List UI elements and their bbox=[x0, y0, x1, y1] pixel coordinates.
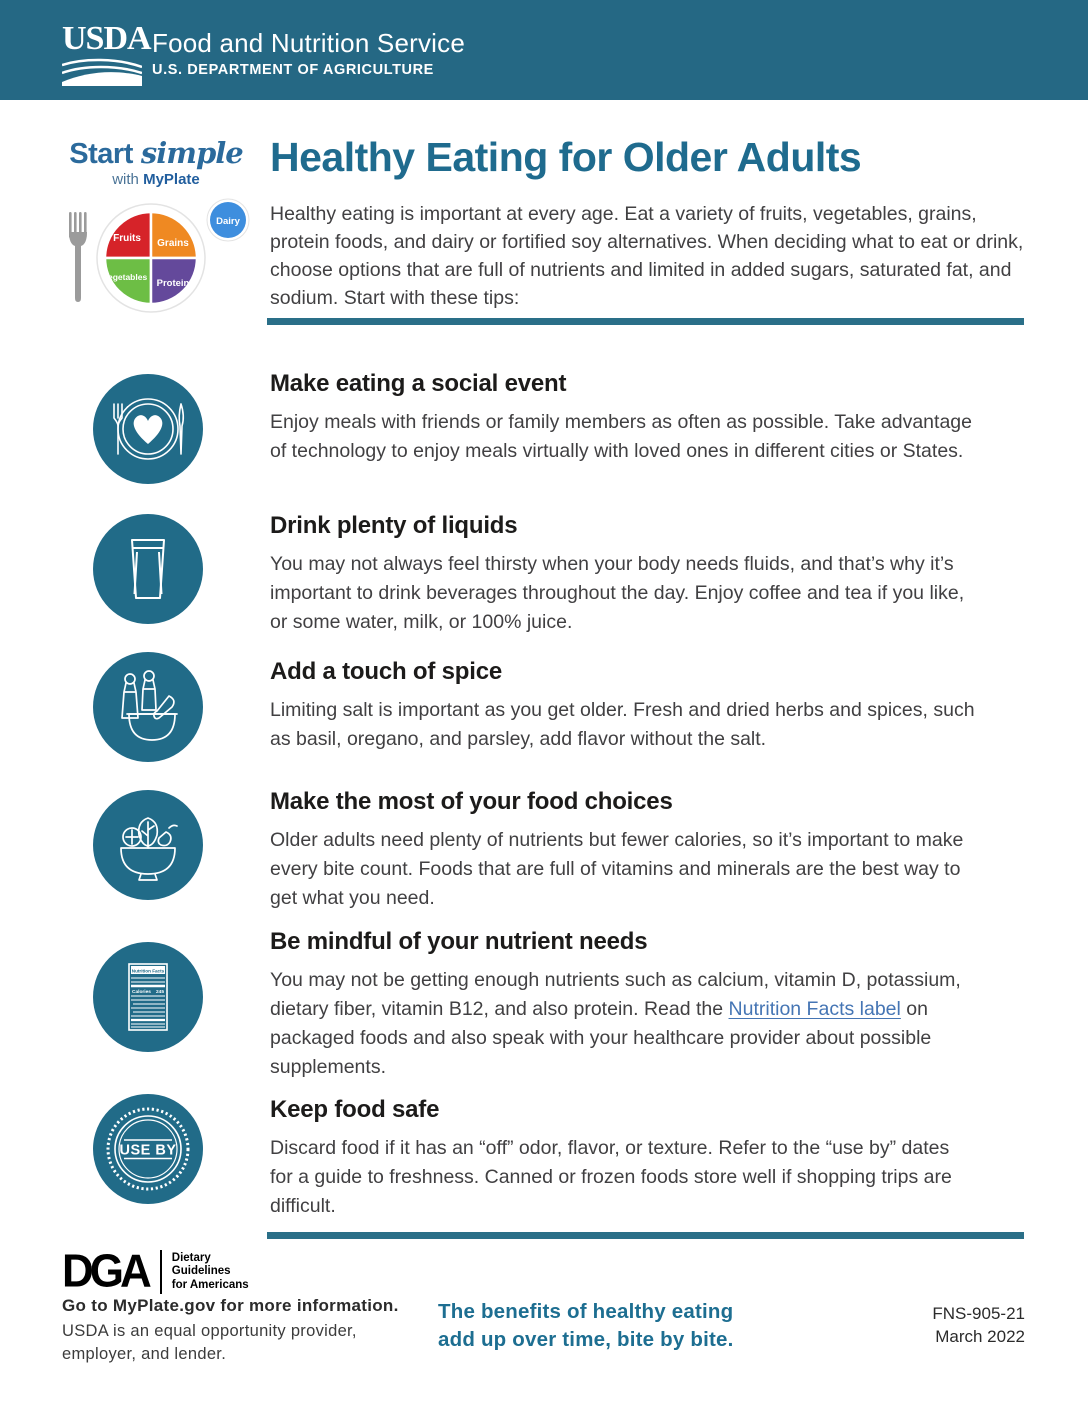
simple-text: simple bbox=[140, 136, 244, 170]
gov-info-text: .gov for more information. bbox=[179, 1296, 399, 1315]
section-body-food-choices: Older adults need plenty of nutrients bu… bbox=[270, 829, 964, 909]
plate-label-protein: Protein bbox=[157, 278, 190, 289]
dga-logo-text: DGA bbox=[62, 1245, 152, 1298]
nutrient-body-text: You may not be getting enough nutrients … bbox=[270, 969, 961, 1020]
dga-caption: Dietary Guidelines for Americans bbox=[172, 1252, 249, 1293]
usda-swoosh-icon bbox=[62, 58, 142, 86]
section-heading-spice: Add a touch of spice bbox=[270, 658, 503, 685]
usda-header-banner: USDA Food and Nutrition Service U.S. DEP… bbox=[0, 0, 1088, 100]
usda-logo: USDA bbox=[62, 20, 152, 86]
place-setting-heart-icon bbox=[93, 374, 203, 484]
section-body-social-event: Enjoy meals with friends or family membe… bbox=[270, 411, 972, 462]
herbs-and-spices-icon bbox=[93, 652, 203, 762]
icon-label-calories: Calories bbox=[132, 989, 151, 995]
dga-caption-line: Guidelines bbox=[171, 1265, 231, 1278]
intro-paragraph: Healthy eating is important at every age… bbox=[270, 203, 1024, 309]
document-number: FNS-905-21 bbox=[932, 1304, 1025, 1323]
icon-label-nutrition-facts: Nutrition Facts bbox=[132, 969, 165, 974]
bottom-divider bbox=[267, 1232, 1024, 1239]
myplate-brand-text: MyPlate bbox=[143, 171, 200, 188]
myplate-plate-icon: Fruits Grains Vegetables Protein Dairy bbox=[69, 198, 250, 313]
dga-logo: DGA Dietary Guidelines for Americans bbox=[62, 1245, 249, 1298]
section-body-liquids: You may not always feel thirsty when you… bbox=[270, 553, 965, 633]
section-heading-liquids: Drink plenty of liquids bbox=[270, 512, 518, 539]
nutrition-facts-label-icon: Nutrition Facts Calories 245 bbox=[93, 942, 203, 1052]
dga-caption-line: Dietary bbox=[171, 1251, 211, 1264]
go-to-text: Go to bbox=[62, 1296, 113, 1315]
footer-tagline: The benefits of healthy eating add up ov… bbox=[438, 1298, 768, 1354]
section-heading-social-event: Make eating a social event bbox=[270, 370, 567, 397]
icon-value-calories: 245 bbox=[156, 989, 164, 995]
myplate-gov-link[interactable]: MyPlate bbox=[112, 1296, 180, 1315]
usda-logo-text: USDA bbox=[62, 20, 152, 57]
tagline-line-1: The benefits of healthy eating bbox=[438, 1300, 734, 1323]
document-date: March 2022 bbox=[935, 1327, 1025, 1346]
salad-bowl-icon bbox=[93, 790, 203, 900]
myplate-logo: Start simple with MyPlate F bbox=[56, 138, 256, 316]
top-divider bbox=[267, 318, 1024, 325]
section-body-spice: Limiting salt is important as you get ol… bbox=[270, 699, 975, 750]
tagline-line-2: add up over time, bite by bite. bbox=[438, 1328, 734, 1351]
equal-opportunity-statement: USDA is an equal opportunity provider, e… bbox=[62, 1322, 357, 1363]
icon-label-use-by: USE BY bbox=[120, 1143, 177, 1159]
plate-label-dairy: Dairy bbox=[216, 216, 240, 227]
with-text: with bbox=[112, 171, 139, 188]
section-heading-nutrient-needs: Be mindful of your nutrient needs bbox=[270, 928, 648, 955]
plate-label-grains: Grains bbox=[157, 238, 189, 249]
document-id-block: FNS-905-21 March 2022 bbox=[880, 1302, 1025, 1348]
plate-label-vegetables: Vegetables bbox=[103, 272, 148, 282]
with-myplate-wordmark: with MyPlate bbox=[56, 171, 256, 188]
section-heading-food-choices: Make the most of your food choices bbox=[270, 788, 673, 815]
use-by-stamp-icon: USE BY bbox=[93, 1094, 203, 1204]
section-heading-food-safe: Keep food safe bbox=[270, 1096, 440, 1123]
plate-label-fruits: Fruits bbox=[113, 233, 141, 244]
nutrition-facts-label-link[interactable]: Nutrition Facts label bbox=[728, 998, 901, 1020]
dga-logo-divider bbox=[159, 1250, 162, 1294]
start-text: Start bbox=[69, 138, 133, 170]
section-body-nutrient-needs: You may not be getting enough nutrients … bbox=[270, 966, 976, 1082]
page-title: Healthy Eating for Older Adults bbox=[270, 134, 862, 180]
myplate-gov-line: Go to MyPlate.gov for more information. bbox=[62, 1296, 422, 1316]
footer-info: Go to MyPlate.gov for more information. … bbox=[62, 1296, 422, 1366]
header-agency-name: Food and Nutrition Service bbox=[152, 28, 466, 58]
nutrient-body-text-after: on packaged foods and also speak with yo… bbox=[270, 998, 932, 1078]
dga-caption-line: for Americans bbox=[171, 1278, 249, 1291]
start-simple-wordmark: Start simple bbox=[56, 138, 256, 169]
fork-icon bbox=[69, 212, 87, 302]
glass-of-water-icon bbox=[93, 514, 203, 624]
section-body-food-safe: Discard food if it has an “off” odor, fl… bbox=[270, 1137, 952, 1217]
header-department-name: U.S. DEPARTMENT OF AGRICULTURE bbox=[152, 62, 434, 78]
